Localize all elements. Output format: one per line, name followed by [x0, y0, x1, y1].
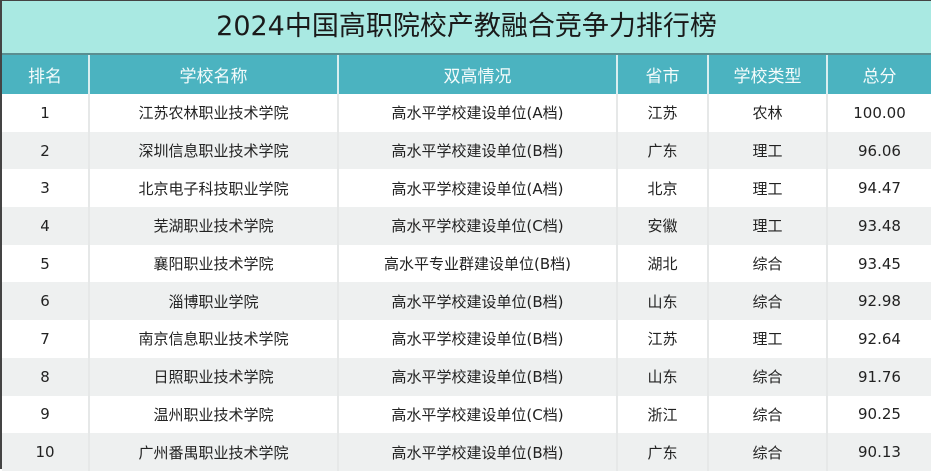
cell-school-type: 综合	[708, 395, 828, 434]
cell-province: 江苏	[617, 94, 709, 132]
cell-rank: 4	[2, 207, 90, 245]
cell-province: 江苏	[617, 320, 709, 358]
column-header-school-type: 学校类型	[708, 55, 828, 94]
cell-school-name: 南京信息职业技术学院	[89, 320, 339, 358]
cell-school-type: 综合	[708, 433, 828, 471]
cell-school-type: 综合	[708, 357, 828, 396]
column-header-double-high-status: 双高情况	[338, 55, 618, 94]
ranking-table: 排名 学校名称 双高情况 省市 学校类型 总分 1 江苏农林职业技术学院 高水平学校建设单位(…	[2, 55, 931, 471]
cell-total-score: 91.76	[827, 357, 931, 396]
column-header-rank: 排名	[2, 55, 90, 94]
cell-rank: 10	[2, 433, 90, 471]
cell-double-high-status: 高水平学校建设单位(A档)	[338, 94, 618, 132]
cell-school-name: 江苏农林职业技术学院	[89, 94, 339, 132]
cell-double-high-status: 高水平学校建设单位(B档)	[338, 282, 618, 321]
cell-rank: 8	[2, 357, 90, 396]
cell-province: 广东	[617, 433, 709, 471]
cell-school-type: 综合	[708, 282, 828, 321]
cell-rank: 5	[2, 244, 90, 283]
cell-rank: 6	[2, 282, 90, 321]
cell-province: 山东	[617, 282, 709, 321]
cell-school-name: 北京电子科技职业学院	[89, 169, 339, 208]
cell-school-name: 温州职业技术学院	[89, 395, 339, 434]
table-title: 2024中国高职院校产教融合竞争力排行榜	[2, 1, 931, 55]
cell-total-score: 92.64	[858, 329, 901, 348]
cell-province: 安徽	[617, 207, 709, 245]
table-row: 3 北京电子科技职业学院 高水平学校建设单位(A档) 北京 理工 94.47	[2, 169, 931, 208]
cell-rank: 3	[2, 169, 90, 208]
table-row: 5 襄阳职业技术学院 高水平专业群建设单位(B档) 湖北 综合 93.45	[2, 244, 931, 283]
cell-double-high-status: 高水平学校建设单位(C档)	[338, 207, 618, 245]
table-row: 6 淄博职业学院 高水平学校建设单位(B档) 山东 综合 92.98	[2, 282, 931, 321]
cell-double-high-status: 高水平学校建设单位(B档)	[338, 357, 618, 396]
cell-school-type: 理工	[708, 207, 828, 245]
column-header-school-name: 学校名称	[89, 55, 339, 94]
column-header-total-score: 总分	[827, 55, 931, 94]
cell-school-name: 淄博职业学院	[89, 282, 339, 321]
cell-double-high-status: 高水平学校建设单位(B档)	[338, 320, 618, 358]
cell-double-high-status: 高水平学校建设单位(B档)	[338, 131, 618, 170]
cell-double-high-status: 高水平学校建设单位(C档)	[338, 395, 618, 434]
cell-school-name: 深圳信息职业技术学院	[89, 131, 339, 170]
cell-total-score: 90.25	[858, 405, 901, 424]
cell-total-score: 93.48	[827, 207, 931, 245]
cell-double-high-status: 高水平学校建设单位(A档)	[338, 169, 618, 208]
cell-province: 广东	[617, 131, 709, 170]
cell-rank: 9	[2, 395, 90, 434]
cell-total-score: 90.13	[827, 433, 931, 471]
cell-school-type: 理工	[708, 131, 828, 170]
cell-total-score: 92.98	[827, 282, 931, 321]
cell-school-name: 芜湖职业技术学院	[89, 207, 339, 245]
table-row: 9 温州职业技术学院 高水平学校建设单位(C档) 浙江 综合 90.25	[2, 395, 931, 434]
cell-school-type: 农林	[708, 94, 828, 132]
table-row: 2 深圳信息职业技术学院 高水平学校建设单位(B档) 广东 理工 96.06	[2, 131, 931, 170]
cell-rank: 1	[2, 94, 90, 132]
cell-school-name: 广州番禺职业技术学院	[89, 433, 339, 471]
cell-province: 湖北	[617, 244, 709, 283]
cell-total-score: 96.06	[827, 131, 931, 170]
cell-total-score: 93.45	[858, 254, 901, 273]
table-row: 7 南京信息职业技术学院 高水平学校建设单位(B档) 江苏 理工 92.64	[2, 320, 931, 358]
cell-school-name: 日照职业技术学院	[89, 357, 339, 396]
cell-province: 山东	[617, 357, 709, 396]
column-header-province: 省市	[617, 55, 709, 94]
cell-double-high-status: 高水平学校建设单位(B档)	[338, 433, 618, 471]
cell-school-name: 襄阳职业技术学院	[89, 244, 339, 283]
table-row: 10 广州番禺职业技术学院 高水平学校建设单位(B档) 广东 综合 90.13	[2, 433, 931, 471]
table-row: 4 芜湖职业技术学院 高水平学校建设单位(C档) 安徽 理工 93.48	[2, 207, 931, 245]
cell-school-type: 综合	[708, 244, 828, 283]
table-row: 8 日照职业技术学院 高水平学校建设单位(B档) 山东 综合 91.76	[2, 357, 931, 396]
cell-double-high-status: 高水平专业群建设单位(B档)	[338, 244, 618, 283]
cell-school-type: 理工	[708, 169, 828, 208]
cell-rank: 7	[2, 320, 90, 358]
cell-total-score: 94.47	[858, 179, 901, 198]
cell-school-type: 理工	[708, 320, 828, 358]
header-row: 排名 学校名称 双高情况 省市 学校类型 总分	[2, 55, 931, 94]
cell-province: 北京	[617, 169, 709, 208]
cell-province: 浙江	[617, 395, 709, 434]
table-row: 1 江苏农林职业技术学院 高水平学校建设单位(A档) 江苏 农林 100.00	[2, 94, 931, 132]
cell-rank: 2	[2, 131, 90, 170]
cell-total-score: 100.00	[853, 103, 906, 122]
